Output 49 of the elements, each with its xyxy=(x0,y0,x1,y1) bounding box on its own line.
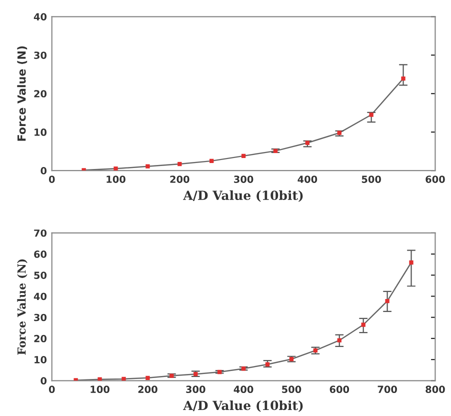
point xyxy=(210,158,214,164)
y-tick-label: 40 xyxy=(34,292,47,300)
x-tick-label: 500 xyxy=(282,386,302,394)
point xyxy=(361,322,366,327)
y-axis-title: Force Value (N) xyxy=(17,46,28,141)
point xyxy=(337,338,342,342)
point xyxy=(74,378,78,381)
y-tick-label: 0 xyxy=(40,377,47,384)
x-tick-label: 400 xyxy=(234,386,254,394)
x-axis-title: A/D Value (10bit) xyxy=(183,190,303,202)
point xyxy=(146,376,150,380)
y-tick-label: 50 xyxy=(34,272,47,279)
y-tick-label: 40 xyxy=(34,13,47,20)
y-tick-label: 30 xyxy=(34,52,47,59)
x-tick-label: 600 xyxy=(426,176,445,183)
y-tick-label: 0 xyxy=(40,167,47,174)
point xyxy=(241,154,246,158)
y-tick-label: 30 xyxy=(34,314,47,322)
x-tick-label: 800 xyxy=(426,386,445,394)
x-tick-label: 300 xyxy=(186,386,206,394)
point xyxy=(146,164,150,168)
x-tick-label: 100 xyxy=(106,176,126,183)
y-axis-title: Force Value (N) xyxy=(17,259,28,355)
x-tick-label: 200 xyxy=(138,386,158,394)
y-tick-label: 20 xyxy=(34,334,47,342)
point xyxy=(409,260,414,265)
point xyxy=(114,166,118,171)
x-tick-label: 0 xyxy=(48,176,55,183)
x-axis-title: A/D Value (10bit) xyxy=(183,400,303,412)
y-tick-label: 20 xyxy=(34,90,47,98)
x-tick-label: 200 xyxy=(170,176,190,183)
y-tick-label: 60 xyxy=(34,250,47,258)
y-tick-label: 70 xyxy=(34,229,47,237)
x-tick-label: 600 xyxy=(330,386,350,394)
point xyxy=(82,168,86,171)
point xyxy=(122,376,126,381)
y-tick-label: 10 xyxy=(34,356,47,364)
x-tick-label: 400 xyxy=(298,176,318,183)
point xyxy=(369,112,374,117)
x-tick-label: 300 xyxy=(234,176,254,183)
point xyxy=(385,299,390,304)
x-tick-label: 0 xyxy=(48,386,55,394)
point xyxy=(401,76,406,81)
point xyxy=(178,162,182,166)
x-tick-label: 500 xyxy=(362,176,382,183)
x-tick-label: 100 xyxy=(90,386,110,394)
y-tick-label: 10 xyxy=(34,128,47,136)
x-tick-label: 700 xyxy=(378,386,397,394)
point xyxy=(98,377,102,381)
